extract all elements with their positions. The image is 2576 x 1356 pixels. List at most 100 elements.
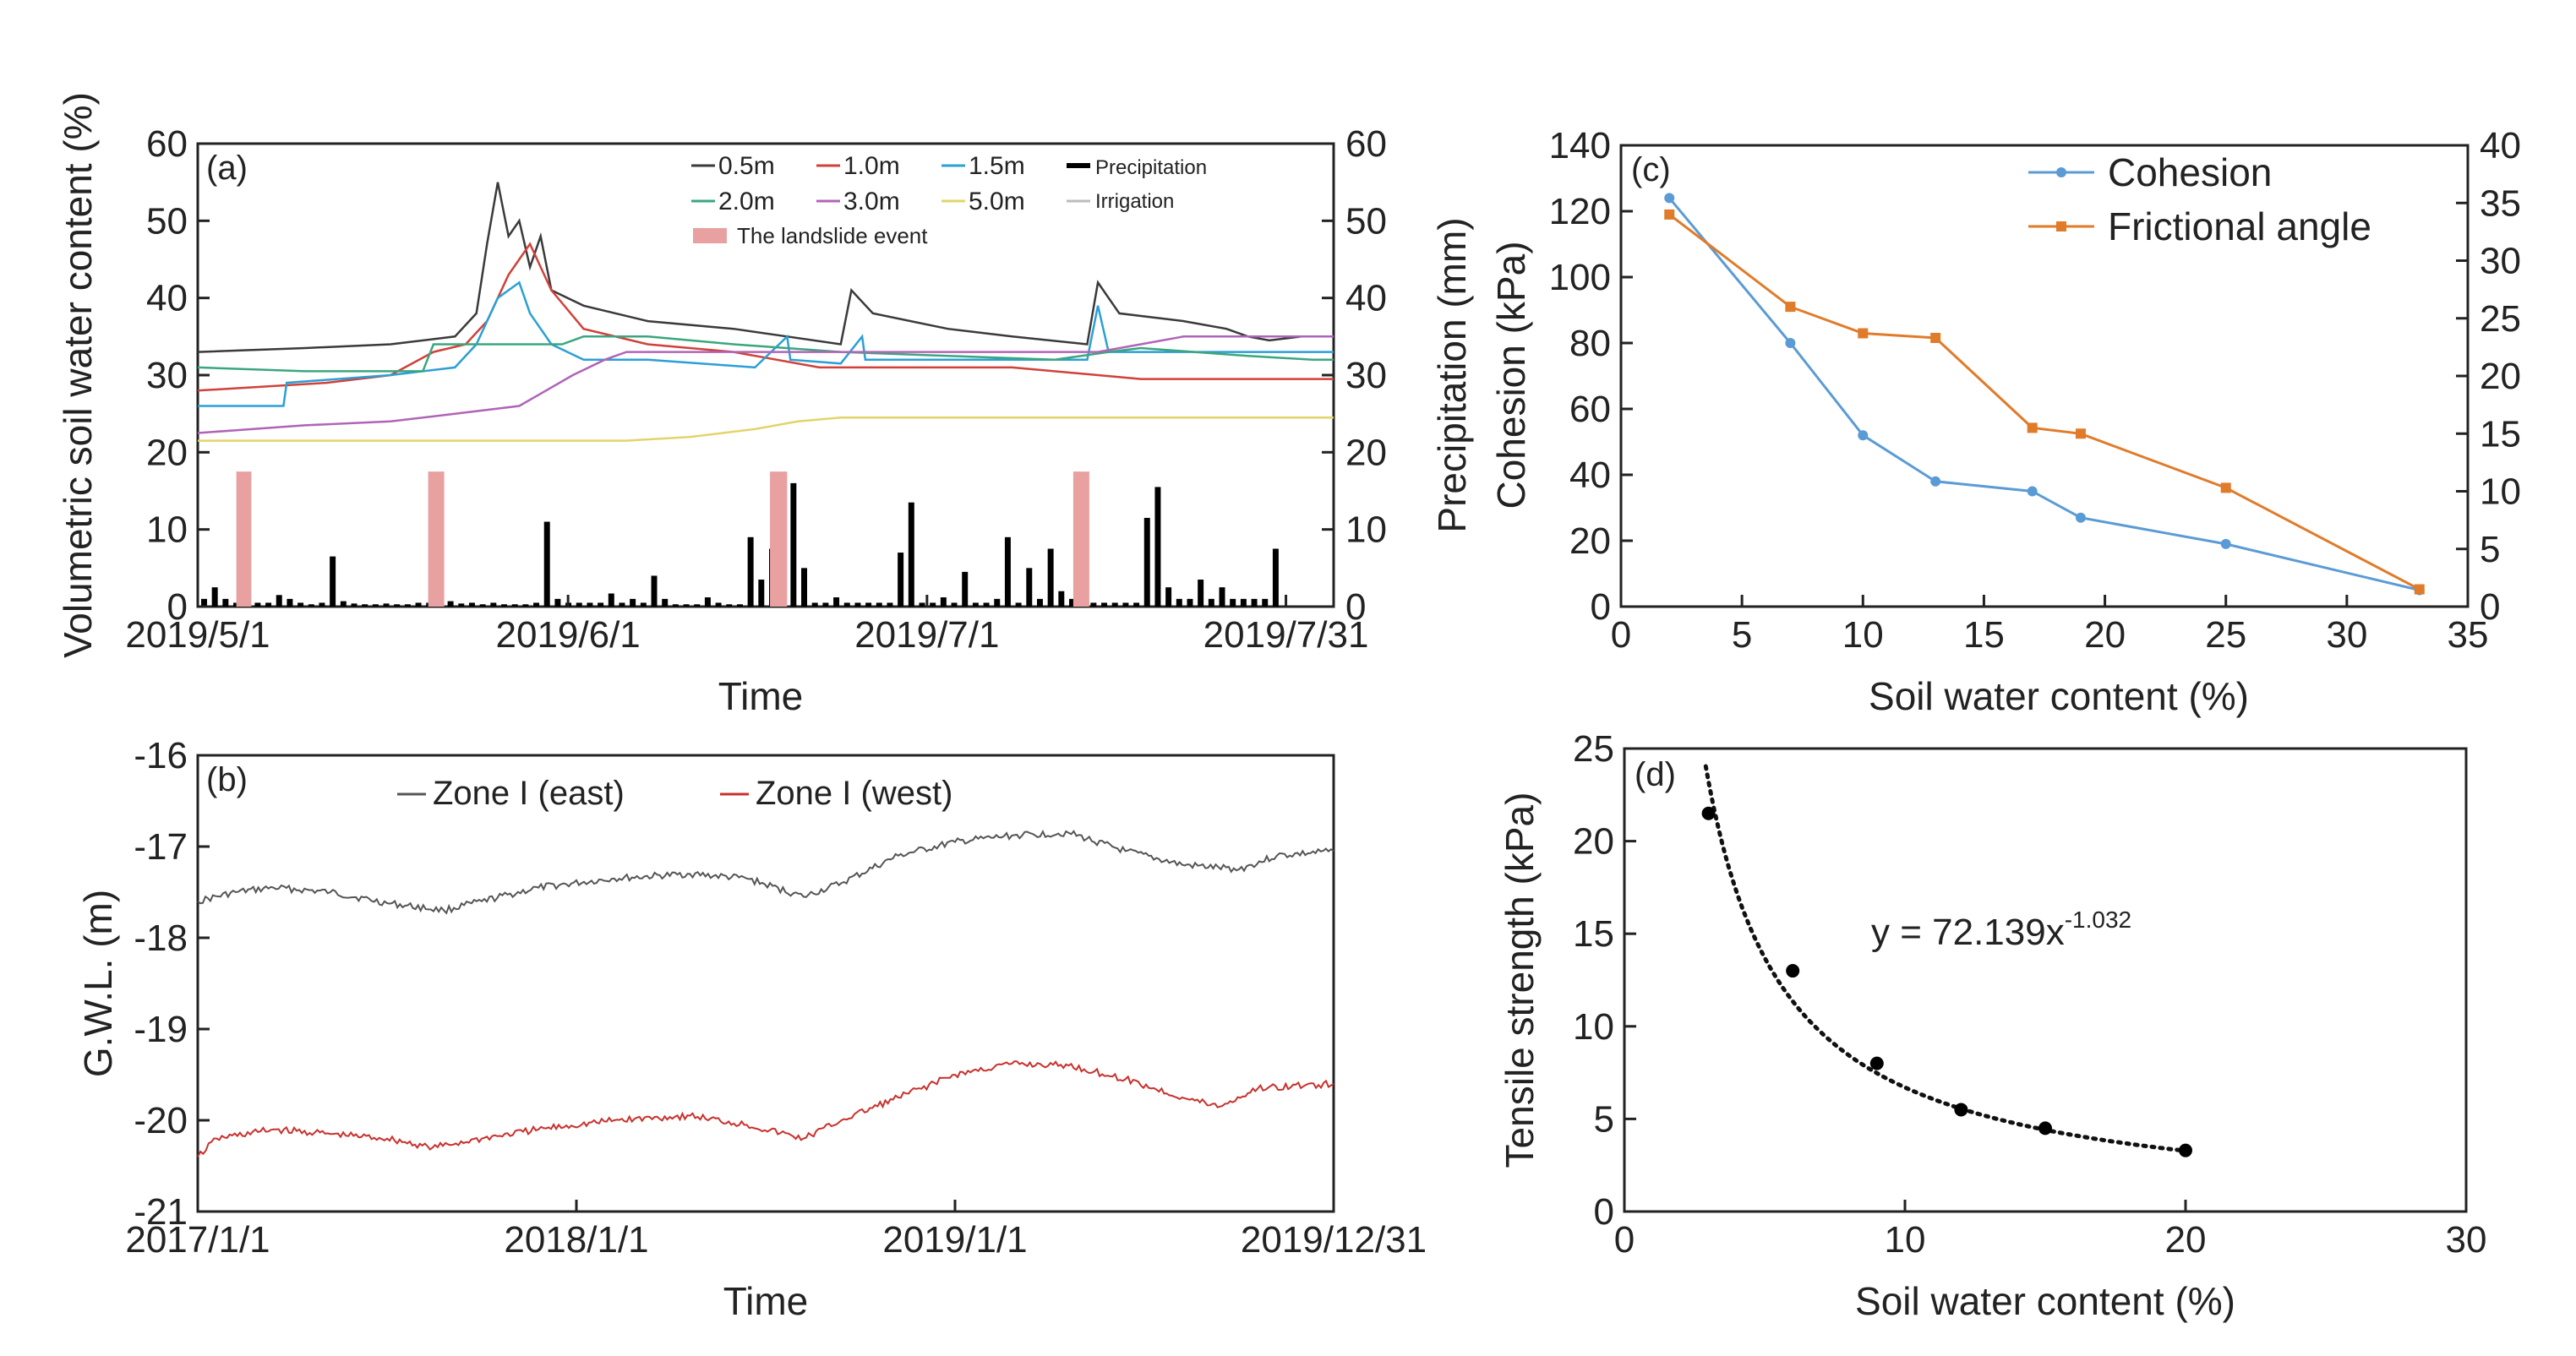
panel-a-legend: 0.5m 1.0m 1.5m Precipitation 2.0m 3.0m 5… [691,152,1207,248]
series-line-5.0m [198,416,1334,442]
precipitation-bar [919,602,925,607]
panel-c: 0 20 40 60 80 100 120 140 0 5 10 15 20 25 30 35 40 0 5 10 15… [1489,125,2521,718]
measured-point [1786,964,1800,978]
precipitation-bar [1272,548,1279,607]
precipitation-bar [951,602,958,607]
y-tick-label: 0 [1591,586,1611,628]
landslide-event-bar [770,471,788,607]
y-right-tick-label: 30 [1345,355,1387,396]
legend-5-0m: 5.0m [969,188,1025,215]
precipitation-bar [662,598,669,607]
legend-0-5m: 0.5m [718,152,775,180]
precipitation-bar [468,602,475,607]
x-tick-label: 35 [2448,614,2489,656]
precipitation-bar [533,602,540,607]
y-right-tick-label: 60 [1345,123,1387,165]
y-tick-label: 5 [1594,1098,1614,1140]
precipitation-bar [330,556,336,607]
precipitation-bar [1069,598,1075,607]
y-tick-label: -16 [134,735,188,776]
y-tick-label: 140 [1549,125,1611,166]
precipitation-bar [876,602,882,607]
precipitation-bar [1154,487,1161,607]
panel-b-xlabel: Time [723,1279,809,1323]
y-right-tick-label: 15 [2480,413,2521,455]
y-right-tick-label: 10 [2480,471,2521,513]
x-tick-label: 15 [1963,614,2005,656]
y-tick-label: 60 [146,123,188,165]
legend-zone-west: Zone I (west) [756,775,952,812]
x-tick-label: 2019/7/31 [1203,614,1369,656]
legend-marker-cohesion [2056,167,2066,177]
precipitation-bar [1230,598,1236,607]
power-fit-curve [1703,764,2188,1153]
precipitation-bar [598,602,604,607]
y-right-tick-label: 20 [2480,356,2521,397]
precipitation-bar [222,598,229,607]
x-tick-label: 0 [1614,1219,1635,1261]
precipitation-bar [1101,602,1108,607]
panel-c-lines [1664,193,2425,596]
y-tick-label: -20 [134,1100,188,1141]
y-tick-label: -18 [134,918,188,959]
precipitation-bar [1090,602,1097,607]
panel-b-plot-frame [196,754,1335,1213]
precipitation-bar [1176,598,1182,607]
panel-c-plot-frame [1619,144,2470,608]
precipitation-bar [1036,598,1043,607]
panel-a-ticks: 0 0 10 10 20 20 30 30 40 40 50 50 60 60 2019/5/1 2019/6… [125,123,1387,656]
measured-point [2038,1121,2052,1135]
panel-d-fit [1703,764,2188,1153]
panel-d-ylabel: Tensile strength (kPa) [1498,792,1542,1168]
precipitation-bar [319,602,325,607]
frictional-angle-point [2414,584,2425,595]
precipitation-bar [1165,587,1172,607]
series-line-0.5m [197,182,1334,353]
series-line-1.5m [198,280,1334,407]
legend-precipitation: Precipitation [1095,156,1207,179]
y-tick-label: 120 [1549,191,1611,232]
series-line-3.0m [197,335,1334,434]
cohesion-point [1664,193,1675,204]
precipitation-bar [458,603,465,607]
precipitation-bar [790,482,797,607]
panel-c-xlabel: Soil water content (%) [1869,674,2249,718]
precipitation-bar [1122,602,1129,607]
precipitation-bar [511,604,518,607]
y-tick-label: 0 [167,586,188,628]
legend-landslide: The landslide event [737,223,928,248]
frictional-angle-point [2027,422,2038,433]
frictional-angle-point [1858,328,1869,339]
precipitation-bar [640,602,647,607]
precipitation-bar [1240,598,1247,607]
legend-cohesion: Cohesion [2108,150,2272,194]
legend-frictional-angle: Frictional angle [2108,204,2371,248]
precipitation-bar [587,602,593,607]
y-tick-label: 20 [1573,821,1614,863]
panel-a-precipitation-bars [201,482,1279,607]
cohesion-point [1858,430,1869,441]
panel-d-plot-frame [1623,747,2468,1213]
precipitation-bar [554,598,561,607]
legend-swatch-landslide [693,228,727,243]
panel-b-legend: Zone I (east) Zone I (west) [397,775,952,812]
precipitation-bar [233,602,240,607]
legend-1-5m: 1.5m [969,152,1025,180]
precipitation-bar [747,536,754,607]
panel-a-label: (a) [206,150,248,187]
precipitation-bar [726,604,733,607]
cohesion-point [1785,338,1796,348]
precipitation-bar [1208,598,1214,607]
y-right-tick-label: 35 [2480,182,2521,224]
precipitation-bar [287,598,293,607]
measured-point [1954,1103,1968,1117]
y-right-tick-label: 5 [2480,529,2500,570]
precipitation-bar [854,602,861,607]
y-tick-label: 40 [1569,455,1611,496]
precipitation-bar [1058,591,1065,607]
precipitation-bar [619,602,625,607]
precipitation-bar [1026,568,1033,607]
precipitation-bar [865,602,872,607]
precipitation-bar [694,604,701,607]
precipitation-bar [972,602,979,607]
